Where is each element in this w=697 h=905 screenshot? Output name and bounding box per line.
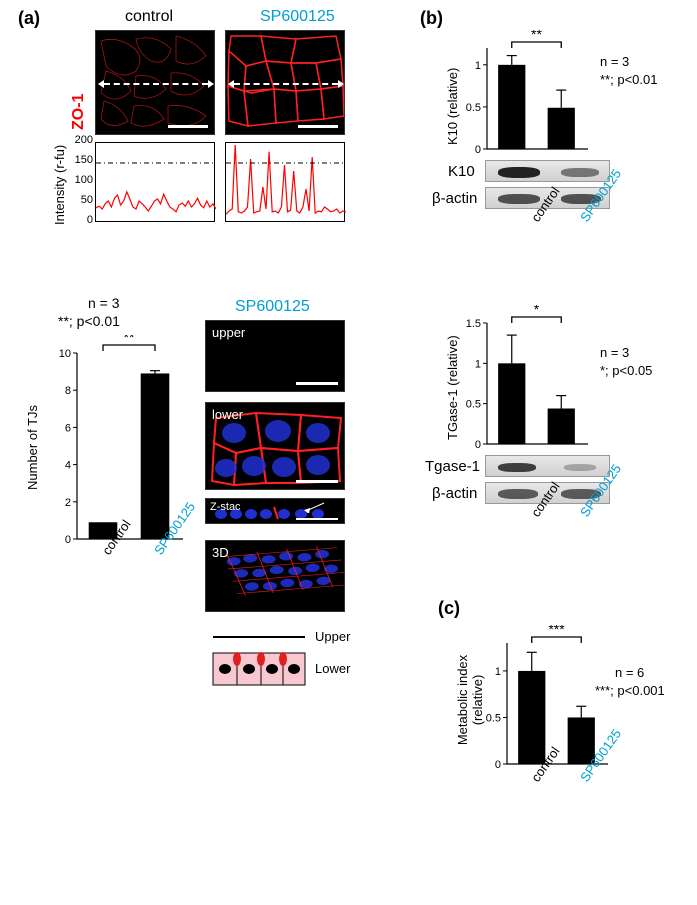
svg-text:6: 6 — [65, 422, 71, 434]
zstack-lower: lower — [205, 402, 345, 490]
svg-text:10: 10 — [59, 348, 71, 360]
tj-sig-text: **; p<0.01 — [58, 313, 120, 329]
svg-text:1: 1 — [475, 358, 481, 370]
intensity-plot-control — [95, 142, 215, 222]
tgase-blot-label: Tgase-1 — [425, 458, 480, 475]
svg-text:0.5: 0.5 — [466, 102, 481, 114]
tgase-blot — [485, 455, 610, 477]
k10-sigtext: **; p<0.01 — [600, 72, 657, 87]
k10-ylabel: K10 (relative) — [445, 68, 460, 145]
zstack-title: SP600125 — [235, 298, 310, 316]
zstack-3d: 3D — [205, 540, 345, 612]
svg-text:**: ** — [531, 30, 542, 42]
svg-text:***: *** — [548, 625, 565, 637]
intensity-plot-sp — [225, 142, 345, 222]
svg-text:0.5: 0.5 — [466, 399, 481, 411]
tgase-ylabel: TGase-1 (relative) — [445, 335, 460, 440]
svg-text:*: * — [534, 305, 540, 317]
micrograph-sp — [225, 30, 345, 135]
svg-text:1: 1 — [495, 666, 501, 678]
svg-text:1.5: 1.5 — [466, 318, 481, 330]
k10-n: n = 3 — [600, 54, 629, 69]
svg-text:0: 0 — [65, 534, 71, 545]
intensity-ylabel: Intensity (r-fu) — [52, 145, 67, 225]
svg-text:2: 2 — [65, 497, 71, 509]
svg-text:0: 0 — [475, 439, 481, 450]
tgase-chart: 0 0.5 1 1.5 * — [465, 305, 590, 450]
k10-actin-label: β-actin — [432, 190, 477, 207]
tj-ylabel: Number of TJs — [25, 405, 40, 490]
met-sigtext: ***; p<0.001 — [595, 683, 665, 698]
svg-text:**: ** — [124, 335, 135, 345]
k10-blot — [485, 160, 610, 182]
panel-b-label: (b) — [420, 8, 443, 29]
col-title-sp: SP600125 — [260, 8, 335, 26]
metabolic-ylabel: Metabolic index(relative) — [455, 630, 485, 770]
zo1-label: ZO-1 — [70, 94, 88, 130]
panel-a-label: (a) — [18, 8, 40, 29]
svg-text:0.5: 0.5 — [486, 712, 501, 724]
zstack-upper: upper — [205, 320, 345, 392]
micrograph-control — [95, 30, 215, 135]
tgase-actin-label: β-actin — [432, 485, 477, 502]
panel-c-label: (c) — [438, 598, 460, 619]
met-n: n = 6 — [615, 665, 644, 680]
k10-chart: 0 0.5 1 ** — [465, 30, 590, 155]
svg-text:1: 1 — [475, 60, 481, 72]
tj-chart: 0 2 4 6 8 10 ** — [55, 335, 185, 545]
schematic: Upper Lower — [205, 625, 365, 695]
svg-text:0: 0 — [475, 144, 481, 155]
svg-text:0: 0 — [495, 759, 501, 770]
tj-n-text: n = 3 — [88, 295, 120, 311]
tgase-sigtext: *; p<0.05 — [600, 363, 652, 378]
svg-text:4: 4 — [65, 460, 71, 472]
col-title-control: control — [125, 8, 173, 26]
zstack-zstac: Z-stac — [205, 498, 345, 524]
tgase-n: n = 3 — [600, 345, 629, 360]
svg-text:8: 8 — [65, 385, 71, 397]
k10-blot-label: K10 — [448, 163, 475, 180]
